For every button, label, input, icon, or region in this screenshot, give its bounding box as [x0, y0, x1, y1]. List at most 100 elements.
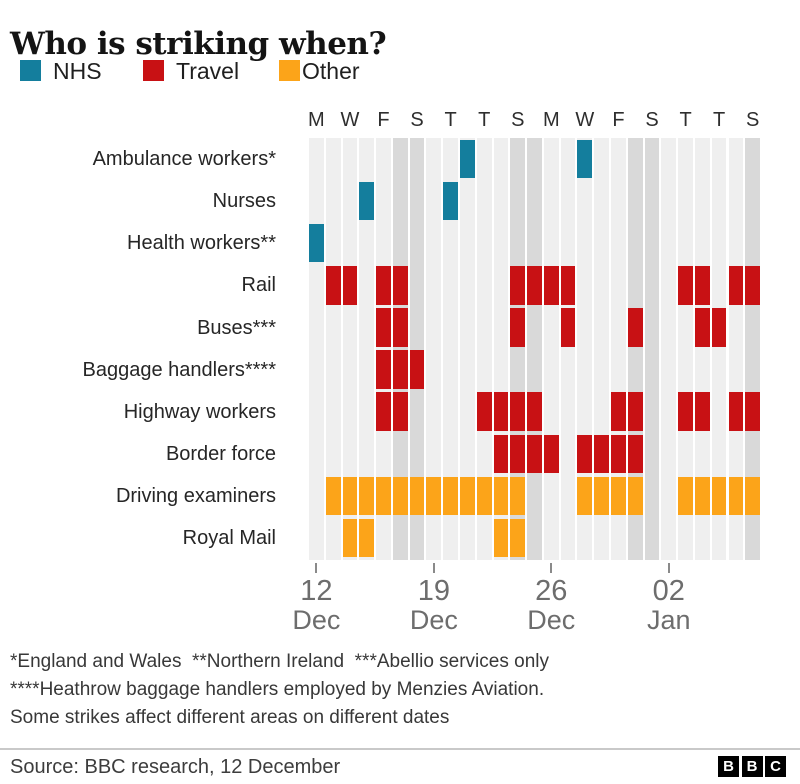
- strike-cell-other: [342, 518, 358, 558]
- legend-swatch-nhs: [20, 60, 41, 81]
- strike-cell-travel: [678, 265, 693, 305]
- strike-cell-other: [493, 518, 509, 558]
- strike-cell-travel: [392, 265, 408, 305]
- axis-tick-month: Jan: [646, 605, 691, 635]
- strike-cell-travel: [678, 392, 693, 432]
- strike-cell-other: [728, 476, 744, 516]
- bbc-logo-letter: C: [765, 756, 786, 777]
- legend-label: Other: [302, 58, 360, 84]
- strike-cell-travel: [376, 308, 391, 347]
- axis-tick-month: Dec: [527, 605, 576, 635]
- row-label: Royal Mail: [182, 527, 276, 550]
- strike-cell-other: [342, 476, 358, 516]
- strike-cell-other: [376, 476, 391, 516]
- strike-cell-other: [694, 476, 710, 516]
- strike-cell-travel: [493, 434, 509, 474]
- legend-label: Travel: [176, 58, 240, 84]
- strike-cell-travel: [510, 308, 526, 347]
- strike-cell-other: [476, 476, 492, 516]
- row-label: Health workers**: [127, 232, 276, 255]
- strike-cell-other: [711, 476, 727, 516]
- row-label: Buses***: [197, 316, 276, 339]
- row-label: Highway workers: [123, 400, 276, 423]
- day-column-stripe: [443, 138, 458, 560]
- strike-cell-travel: [392, 308, 408, 347]
- strike-cell-travel: [627, 434, 643, 474]
- strike-cell-travel: [510, 434, 526, 474]
- strike-cell-other: [426, 476, 442, 516]
- strike-cell-other: [594, 476, 610, 516]
- strike-cell-travel: [694, 392, 710, 432]
- strike-cell-travel: [560, 265, 576, 305]
- strike-cell-other: [392, 476, 408, 516]
- strike-cell-travel: [627, 308, 643, 347]
- strike-cell-travel: [728, 392, 744, 432]
- strike-cell-travel: [409, 350, 425, 389]
- footnote-line-3: Some strikes affect different areas on d…: [10, 707, 450, 728]
- strike-cell-other: [745, 476, 761, 516]
- strike-cell-travel: [611, 392, 626, 432]
- source-text: Source: BBC research, 12 December: [10, 756, 341, 778]
- day-column-stripe: [543, 138, 559, 560]
- strike-cell-travel: [728, 265, 744, 305]
- day-column-stripe: [426, 138, 442, 560]
- strike-cell-other: [627, 476, 643, 516]
- day-letter-header: W: [340, 109, 360, 131]
- legend-label: NHS: [53, 58, 102, 84]
- strike-cell-travel: [510, 265, 526, 305]
- axis-tick-day: 02: [652, 575, 685, 607]
- strike-cell-travel: [594, 434, 610, 474]
- footnote-line-2: ****Heathrow baggage handlers employed b…: [10, 679, 545, 700]
- row-label: Nurses: [212, 190, 276, 213]
- strike-cell-other: [460, 476, 475, 516]
- strike-cell-nhs: [309, 223, 324, 263]
- day-column-stripe: [376, 138, 391, 560]
- axis-tick: [315, 563, 318, 573]
- day-letter-header: F: [612, 109, 625, 131]
- day-column-stripe: [560, 138, 576, 560]
- axis-tick-day: 26: [535, 575, 568, 607]
- page-title: Who is striking when?: [10, 25, 387, 62]
- day-column-stripe: [359, 138, 375, 560]
- axis-tick: [667, 563, 670, 573]
- strike-cell-other: [493, 476, 509, 516]
- strike-cell-nhs: [443, 181, 458, 221]
- axis-tick-day: 19: [417, 575, 450, 607]
- day-column-stripe: [309, 138, 324, 560]
- bbc-logo-letter: B: [741, 756, 763, 777]
- strike-cell-travel: [611, 434, 626, 474]
- day-letter-header: S: [511, 109, 525, 131]
- day-letter-header: T: [478, 109, 491, 131]
- axis-tick: [432, 563, 435, 573]
- weekend-column-stripe: [409, 138, 425, 560]
- axis-tick-month: Dec: [409, 605, 458, 635]
- strike-cell-other: [359, 518, 375, 558]
- day-letter-header: F: [377, 109, 390, 131]
- strike-cell-other: [577, 476, 593, 516]
- strike-cell-travel: [342, 265, 358, 305]
- day-letter-header: S: [410, 109, 424, 131]
- day-letter-header: M: [308, 109, 325, 131]
- day-letter-header: T: [713, 109, 726, 131]
- day-column-stripe: [711, 138, 727, 560]
- day-letter-header: M: [542, 109, 560, 131]
- strike-cell-travel: [476, 392, 492, 432]
- bbc-logo-letter: B: [718, 756, 739, 777]
- strike-cell-other: [611, 476, 626, 516]
- day-column-stripe: [476, 138, 492, 560]
- day-letter-header: T: [679, 109, 692, 131]
- row-label: Rail: [241, 274, 276, 297]
- strike-cell-other: [325, 476, 341, 516]
- day-letter-header: S: [645, 109, 659, 131]
- strike-cell-other: [510, 476, 526, 516]
- day-column-stripe: [342, 138, 358, 560]
- axis-tick-month: Dec: [292, 605, 341, 635]
- day-column-stripe: [728, 138, 744, 560]
- strike-cell-nhs: [359, 181, 375, 221]
- axis-tick: [550, 563, 553, 573]
- strike-cell-travel: [694, 308, 710, 347]
- day-column-stripe: [460, 138, 475, 560]
- row-label: Baggage handlers****: [82, 358, 277, 381]
- legend-swatch-other: [279, 60, 300, 81]
